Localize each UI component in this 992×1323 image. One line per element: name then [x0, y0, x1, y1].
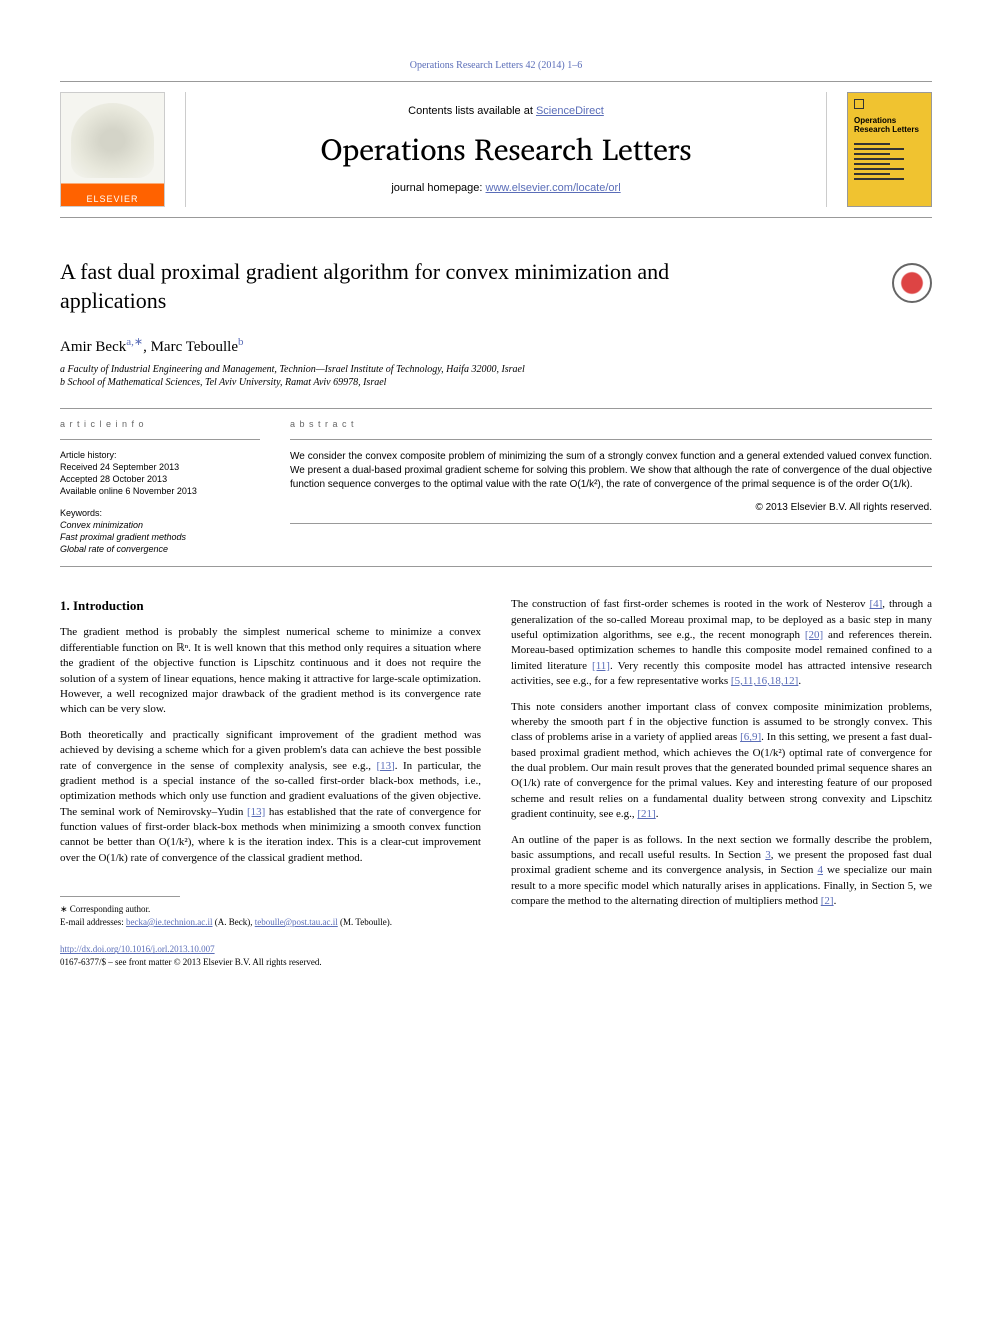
paragraph: An outline of the paper is as follows. I…	[511, 833, 932, 910]
right-column: The construction of fast first-order sch…	[511, 597, 932, 968]
paragraph: This note considers another important cl…	[511, 700, 932, 823]
author-sep: ,	[143, 339, 151, 355]
journal-title: Operations Research Letters	[321, 125, 692, 174]
author-affil-marker[interactable]: b	[238, 336, 244, 348]
divider	[290, 439, 932, 440]
doi-copyright: 0167-6377/$ – see front matter © 2013 El…	[60, 956, 481, 969]
citation-link[interactable]: [5,11,16,18,12]	[731, 675, 798, 687]
divider	[60, 439, 260, 440]
accepted-date: Accepted 28 October 2013	[60, 474, 260, 484]
available-date: Available online 6 November 2013	[60, 486, 260, 496]
paragraph-text: .	[656, 808, 659, 820]
divider	[60, 566, 932, 567]
keyword: Global rate of convergence	[60, 544, 260, 554]
email-who: (A. Beck),	[212, 917, 254, 927]
sciencedirect-link[interactable]: ScienceDirect	[536, 105, 604, 117]
crossmark-icon	[902, 273, 922, 293]
paragraph: The gradient method is probably the simp…	[60, 625, 481, 717]
doi-link[interactable]: http://dx.doi.org/10.1016/j.orl.2013.10.…	[60, 944, 215, 954]
citation-link[interactable]: [4]	[869, 598, 882, 610]
paragraph-text: .	[798, 675, 801, 687]
history-label: Article history:	[60, 450, 260, 460]
email-link[interactable]: teboulle@post.tau.ac.il	[255, 917, 338, 927]
info-heading: a r t i c l e i n f o	[60, 419, 260, 429]
paragraph: The construction of fast first-order sch…	[511, 597, 932, 689]
cover-thumb-title: Operations Research Letters	[854, 117, 925, 135]
abstract-text: We consider the convex composite problem…	[290, 450, 932, 492]
citation-line: Operations Research Letters 42 (2014) 1–…	[60, 60, 932, 71]
author-name: Marc Teboulle	[151, 339, 238, 355]
citation-link[interactable]: [6,9]	[740, 731, 761, 743]
divider	[60, 408, 932, 409]
publisher-name: ELSEVIER	[61, 192, 164, 206]
homepage-prefix: journal homepage:	[391, 182, 485, 194]
journal-cover-thumb[interactable]: Operations Research Letters	[847, 92, 932, 207]
section-heading: 1. Introduction	[60, 597, 481, 615]
affiliations: a Faculty of Industrial Engineering and …	[60, 364, 932, 388]
footnote-separator	[60, 896, 180, 897]
keyword: Convex minimization	[60, 520, 260, 530]
citation-link[interactable]: [13]	[247, 806, 265, 818]
contents-prefix: Contents lists available at	[408, 105, 536, 117]
paragraph-text: . In this setting, we present a fast dua…	[511, 731, 932, 820]
footnotes: ∗ Corresponding author. E-mail addresses…	[60, 903, 481, 928]
divider	[290, 523, 932, 524]
body-columns: 1. Introduction The gradient method is p…	[60, 597, 932, 968]
article-title: A fast dual proximal gradient algorithm …	[60, 258, 780, 315]
masthead-center: Contents lists available at ScienceDirec…	[185, 92, 827, 207]
citation-link[interactable]: [11]	[592, 660, 610, 672]
doi-line: http://dx.doi.org/10.1016/j.orl.2013.10.…	[60, 943, 481, 968]
keywords-block: Keywords: Convex minimization Fast proxi…	[60, 508, 260, 554]
corresponding-author: ∗ Corresponding author.	[60, 903, 481, 916]
paragraph-text: The construction of fast first-order sch…	[511, 598, 869, 610]
homepage-line: journal homepage: www.elsevier.com/locat…	[391, 182, 620, 194]
citation-link[interactable]: [2]	[821, 895, 834, 907]
citation-link[interactable]: [20]	[805, 629, 823, 641]
masthead: ELSEVIER Contents lists available at Sci…	[60, 81, 932, 218]
affiliation-item: a Faculty of Industrial Engineering and …	[60, 364, 932, 375]
abstract-copyright: © 2013 Elsevier B.V. All rights reserved…	[290, 502, 932, 513]
paragraph: Both theoretically and practically signi…	[60, 728, 481, 867]
cover-thumb-lines	[854, 143, 925, 180]
article-info: a r t i c l e i n f o Article history: R…	[60, 419, 260, 556]
abstract-heading: a b s t r a c t	[290, 419, 932, 429]
author-name: Amir Beck	[60, 339, 126, 355]
paragraph-text: .	[834, 895, 837, 907]
authors: Amir Becka,∗, Marc Teboulleb	[60, 335, 932, 356]
citation-link[interactable]: [13]	[376, 760, 394, 772]
email-link[interactable]: becka@ie.technion.ac.il	[126, 917, 213, 927]
citation-link[interactable]: [21]	[637, 808, 655, 820]
publisher-logo[interactable]: ELSEVIER	[60, 92, 165, 207]
affiliation-item: b School of Mathematical Sciences, Tel A…	[60, 377, 932, 388]
keyword: Fast proximal gradient methods	[60, 532, 260, 542]
homepage-link[interactable]: www.elsevier.com/locate/orl	[486, 182, 621, 194]
email-who: (M. Teboulle).	[338, 917, 392, 927]
author-affil-marker[interactable]: a,∗	[126, 336, 143, 348]
email-label: E-mail addresses:	[60, 917, 126, 927]
publisher-tree-icon	[71, 103, 154, 178]
email-line: E-mail addresses: becka@ie.technion.ac.i…	[60, 916, 481, 929]
keywords-label: Keywords:	[60, 508, 260, 518]
contents-line: Contents lists available at ScienceDirec…	[408, 105, 604, 117]
left-column: 1. Introduction The gradient method is p…	[60, 597, 481, 968]
crossmark-badge[interactable]	[892, 263, 932, 303]
received-date: Received 24 September 2013	[60, 462, 260, 472]
abstract: a b s t r a c t We consider the convex c…	[290, 419, 932, 556]
